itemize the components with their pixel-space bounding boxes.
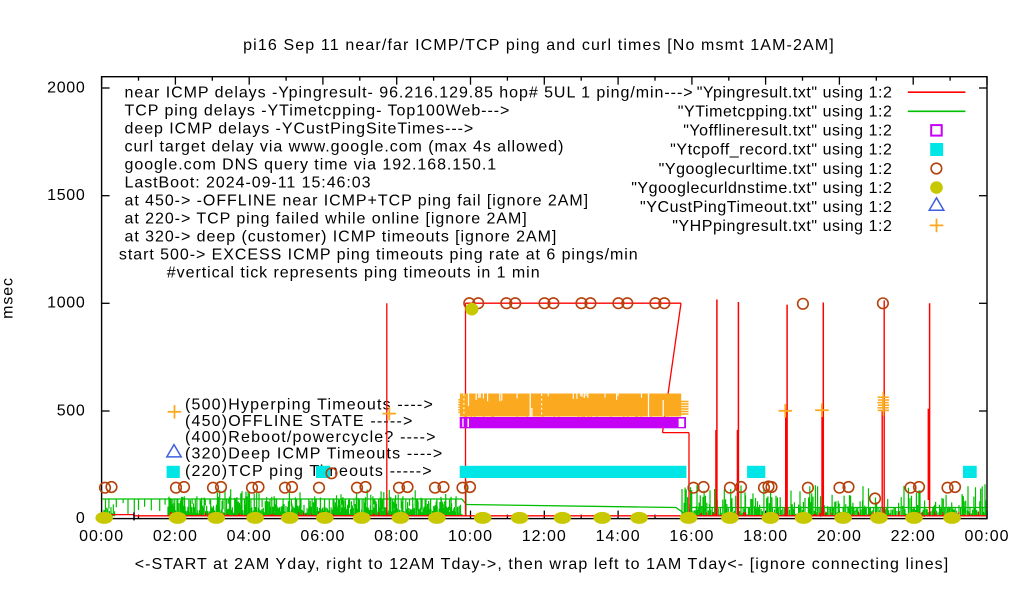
svg-text:"Ygooglecurldnstime.txt" using: "Ygooglecurldnstime.txt" using 1:2	[631, 180, 892, 197]
svg-text:"YTimetcpping.txt" using 1:2: "YTimetcpping.txt" using 1:2	[678, 104, 893, 121]
svg-text:LastBoot: 2024-09-11 15:46:03: LastBoot: 2024-09-11 15:46:03	[125, 175, 372, 192]
svg-text:"Ypingresult.txt" using 1:2: "Ypingresult.txt" using 1:2	[697, 85, 893, 102]
svg-text:"Ygooglecurltime.txt" using 1:: "Ygooglecurltime.txt" using 1:2	[659, 161, 893, 178]
svg-text:"YHPpingresult.txt" using 1:2: "YHPpingresult.txt" using 1:2	[672, 218, 892, 235]
svg-text:near ICMP delays -Ypingresult-: near ICMP delays -Ypingresult- 96.216.12…	[125, 85, 694, 102]
svg-text:"Yofflineresult.txt" using 1:2: "Yofflineresult.txt" using 1:2	[683, 123, 892, 140]
svg-text:00:00: 00:00	[79, 528, 124, 545]
svg-text:msec: msec	[0, 277, 17, 319]
svg-text:0: 0	[76, 510, 86, 527]
svg-text:(320)Deep ICMP Timeouts ---->: (320)Deep ICMP Timeouts ---->	[185, 445, 443, 462]
svg-text:18:00: 18:00	[743, 528, 788, 545]
svg-text:06:00: 06:00	[300, 528, 345, 545]
svg-text:(400)Reboot/powercycle? ---->: (400)Reboot/powercycle? ---->	[185, 429, 437, 446]
svg-text:2000: 2000	[47, 79, 85, 96]
svg-text:02:00: 02:00	[153, 528, 198, 545]
svg-text:pi16 Sep 11 near/far ICMP/TCP: pi16 Sep 11 near/far ICMP/TCP ping and c…	[243, 37, 835, 54]
svg-text:12:00: 12:00	[522, 528, 567, 545]
svg-text:(500)Hyperping Timeouts ---->: (500)Hyperping Timeouts ---->	[185, 396, 434, 413]
svg-text:1500: 1500	[47, 187, 85, 204]
svg-text:(450)OFFLINE STATE ----->: (450)OFFLINE STATE ----->	[185, 413, 413, 430]
svg-text:TCP ping delays -YTimetcpping-: TCP ping delays -YTimetcpping- Top100Web…	[125, 103, 511, 120]
svg-text:22:00: 22:00	[891, 528, 936, 545]
svg-text:at 320-> deep (customer) ICMP: at 320-> deep (customer) ICMP timeouts […	[125, 229, 558, 246]
svg-text:#vertical tick represents ping: #vertical tick represents ping timeouts …	[167, 265, 541, 282]
svg-text:500: 500	[57, 402, 86, 419]
svg-text:"Ytcpoff_record.txt" using 1:2: "Ytcpoff_record.txt" using 1:2	[670, 142, 892, 159]
svg-text:00:00: 00:00	[964, 528, 1009, 545]
svg-text:(220)TCP ping Timeouts ----->: (220)TCP ping Timeouts ----->	[185, 463, 433, 480]
svg-text:10:00: 10:00	[448, 528, 493, 545]
svg-text:curl target delay via www.goog: curl target delay via www.google.com (ma…	[125, 139, 565, 156]
svg-text:20:00: 20:00	[817, 528, 862, 545]
svg-text:google.com DNS query time via: google.com DNS query time via 192.168.15…	[125, 157, 498, 174]
svg-text:14:00: 14:00	[596, 528, 641, 545]
svg-text:08:00: 08:00	[374, 528, 419, 545]
svg-text:deep ICMP delays -YCustPingSit: deep ICMP delays -YCustPingSiteTimes--->	[125, 121, 475, 138]
svg-text:"YCustPingTimeout.txt" using 1: "YCustPingTimeout.txt" using 1:2	[640, 199, 892, 216]
svg-text:16:00: 16:00	[669, 528, 714, 545]
svg-text:at 450-> -OFFLINE near ICMP+TC: at 450-> -OFFLINE near ICMP+TCP ping fai…	[125, 193, 590, 210]
svg-text:start 500-> EXCESS ICMP ping t: start 500-> EXCESS ICMP ping timeouts pi…	[119, 247, 639, 264]
svg-text:04:00: 04:00	[227, 528, 272, 545]
svg-text:at 220-> TCP ping failed while: at 220-> TCP ping failed while online [i…	[125, 211, 528, 228]
svg-text:1000: 1000	[47, 295, 85, 312]
svg-text:<-START at 2AM Yday, right to: <-START at 2AM Yday, right to 12AM Tday-…	[135, 556, 950, 573]
